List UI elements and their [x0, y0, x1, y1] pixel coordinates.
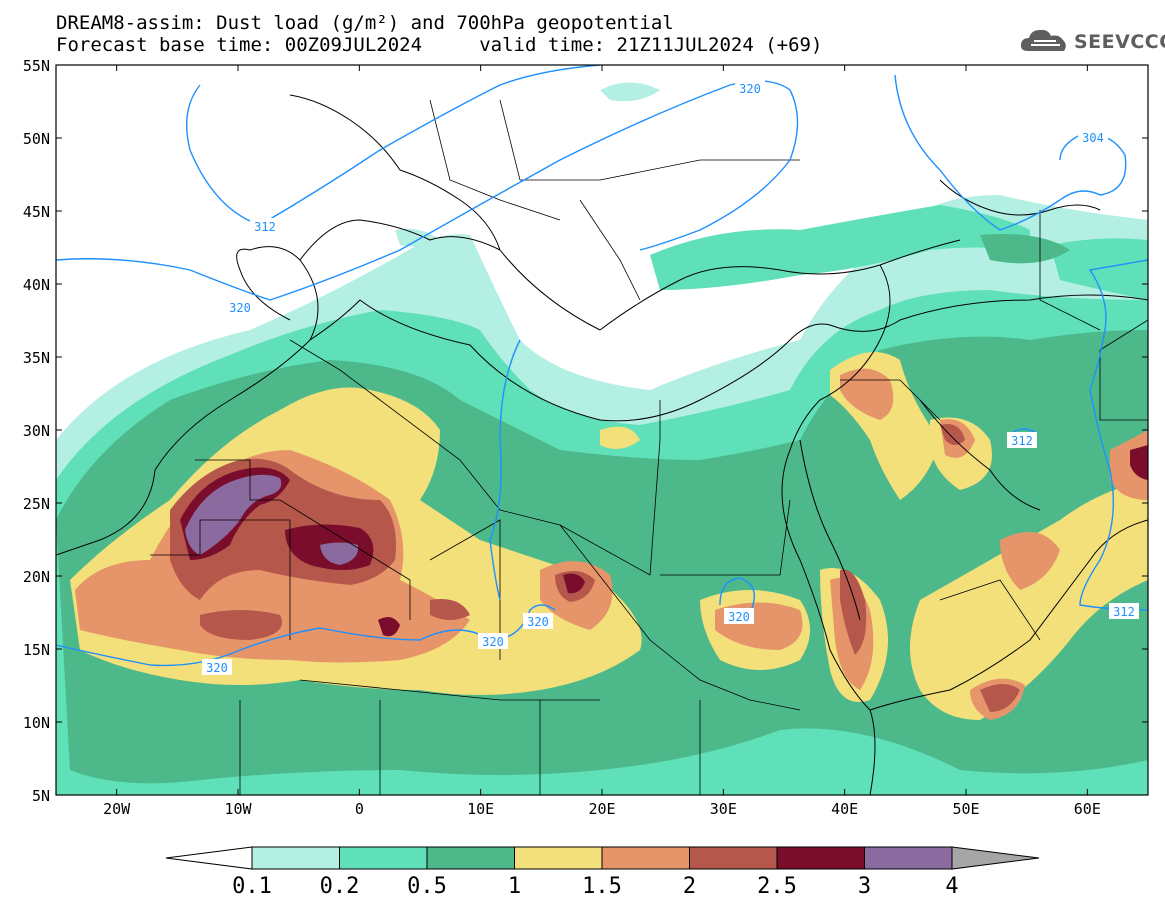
- cloud-icon: [1020, 29, 1066, 51]
- contour-label-bg: [1007, 432, 1037, 448]
- contour-label: 312: [1011, 434, 1033, 448]
- contour-label: 312: [1113, 605, 1135, 619]
- axis-ticks: 55N 50N 45N 40N 35N 30N 25N 20N 15N 10N 5N 20W 10W 0 1…: [23, 57, 1148, 818]
- lat-label: 35N: [23, 349, 50, 367]
- colorbar-bin: [339, 846, 428, 870]
- contour-label: 304: [1082, 131, 1104, 145]
- colorbar-tick-label: 3: [858, 874, 871, 899]
- contour-label-bg: [478, 633, 508, 649]
- contour-label-bg: [724, 608, 754, 624]
- colorbar-over-triangle: [951, 846, 1040, 870]
- lat-label: 5N: [32, 787, 50, 805]
- contour-label: 320: [206, 661, 228, 675]
- colorbar-under-triangle: [165, 846, 253, 870]
- colorbar-tick-label: 0.5: [407, 874, 447, 899]
- colorbar-bin: [514, 846, 603, 870]
- colorbar-tick-label: 2: [683, 874, 696, 899]
- lon-label: 20W: [103, 800, 131, 818]
- lon-label: 20E: [588, 800, 615, 818]
- lon-label: 0: [355, 800, 364, 818]
- coastlines: [56, 94, 1148, 795]
- contour-label-bg: [225, 299, 255, 315]
- contour-label: 312: [254, 220, 276, 234]
- colorbar-tick-label: 2.5: [757, 874, 797, 899]
- lon-label: 50E: [952, 800, 979, 818]
- colorbar-bin: [689, 846, 778, 870]
- contour-label: 320: [739, 82, 761, 96]
- contour-label-bg: [1078, 129, 1108, 145]
- contour-label-bg: [250, 218, 280, 234]
- lon-label: 60E: [1074, 800, 1101, 818]
- chart-title: DREAM8-assim: Dust load (g/m²) and 700hP…: [56, 12, 674, 34]
- contour-label: 320: [229, 301, 251, 315]
- lat-label: 40N: [23, 276, 50, 294]
- lat-label: 25N: [23, 495, 50, 513]
- lat-label: 55N: [23, 57, 50, 75]
- logo-text: SEEVCCC: [1074, 31, 1165, 53]
- lat-label: 30N: [23, 422, 50, 440]
- lat-label: 10N: [23, 714, 50, 732]
- colorbar-bin: [864, 846, 953, 870]
- colorbar-bin: [251, 846, 340, 870]
- contour-label: 320: [527, 615, 549, 629]
- colorbar-tick-label: 1: [508, 874, 521, 899]
- lon-label: 30E: [710, 800, 737, 818]
- lat-label: 15N: [23, 641, 50, 659]
- lon-label: 10E: [467, 800, 494, 818]
- chart-subtitle: Forecast base time: 00Z09JUL2024 valid t…: [56, 34, 823, 56]
- colorbar-bin: [601, 846, 690, 870]
- contour-label-bg: [735, 80, 765, 96]
- colorbar-bin: [776, 846, 865, 870]
- contour-label-bg: [523, 613, 553, 629]
- contour-label: 320: [728, 610, 750, 624]
- lat-label: 45N: [23, 203, 50, 221]
- lon-label: 10W: [224, 800, 252, 818]
- colorbar-tick-label: 1.5: [582, 874, 622, 899]
- contour-labels: 320 312 320 304 312 320 320 320 320 312: [202, 80, 1139, 675]
- colorbar-tick-label: 4: [945, 874, 958, 899]
- contour-label-bg: [1109, 603, 1139, 619]
- seevccc-logo: SEEVCCC: [1018, 25, 1165, 59]
- contour-label: 320: [482, 635, 504, 649]
- contour-label-bg: [202, 659, 232, 675]
- colorbar-tick-label: 0.2: [320, 874, 360, 899]
- country-borders: [150, 99, 1148, 795]
- colorbar-tick-label: 0.1: [232, 874, 272, 899]
- dust-field-level-8: [185, 474, 359, 565]
- lat-label: 50N: [23, 130, 50, 148]
- lat-label: 20N: [23, 568, 50, 586]
- colorbar-bin: [426, 846, 515, 870]
- lon-label: 40E: [831, 800, 858, 818]
